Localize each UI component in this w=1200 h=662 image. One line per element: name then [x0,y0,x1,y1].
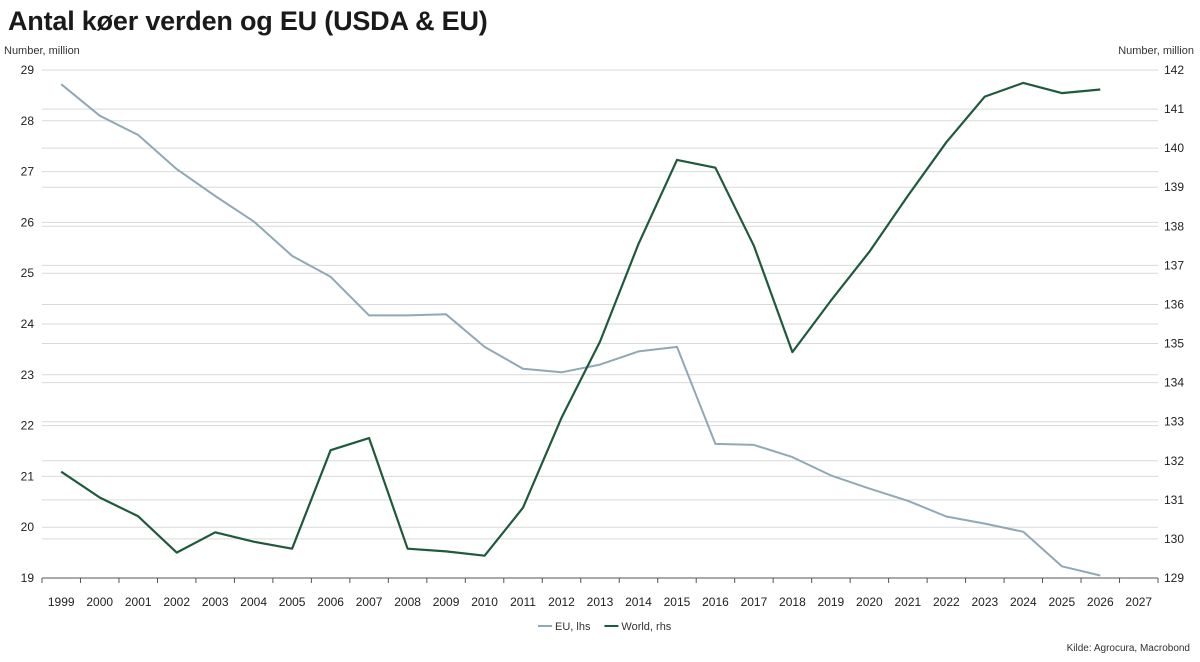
x-tick-label: 2024 [1010,595,1037,609]
x-tick-label: 2007 [356,595,383,609]
y-right-tick-label: 130 [1164,532,1184,546]
x-tick-label: 2006 [317,595,344,609]
series-line-world [60,81,1101,557]
y-left-tick-label: 24 [21,317,35,331]
x-tick-label: 2026 [1087,595,1114,609]
y-left-tick-label: 23 [21,368,35,382]
y-left-tick-label: 20 [21,520,35,534]
legend-label: World, rhs [621,621,671,633]
y-left-tick-label: 19 [21,571,35,585]
x-tick-label: 2005 [279,595,306,609]
y-left-tick-label: 22 [21,419,35,433]
y-left-tick-label: 29 [21,63,35,77]
x-tick-label: 2014 [625,595,652,609]
x-tick-label: 2025 [1048,595,1075,609]
y-left-tick-label: 28 [21,114,35,128]
y-right-tick-label: 134 [1164,376,1184,390]
source-note: Kilde: Agrocura, Macrobond [1066,643,1190,654]
x-tick-label: 2018 [779,595,806,609]
x-tick-label: 2020 [856,595,883,609]
x-tick-label: 2016 [702,595,729,609]
y-right-tick-label: 141 [1164,102,1184,116]
y-right-tick-label: 132 [1164,454,1184,468]
y-left-tick-label: 21 [21,469,35,483]
y-right-tick-label: 138 [1164,219,1184,233]
x-tick-label: 2001 [125,595,152,609]
chart-title: Antal køer verden og EU (USDA & EU) [8,6,488,36]
x-tick-label: 2010 [471,595,498,609]
x-tick-label: 2011 [510,595,536,609]
y-right-tick-label: 140 [1164,141,1184,155]
y-right-tick-label: 129 [1164,571,1184,585]
y-right-tick-label: 137 [1164,258,1184,272]
x-tick-label: 2019 [818,595,845,609]
x-tick-label: 2002 [163,595,190,609]
x-tick-label: 1999 [48,595,75,609]
left-axis-title: Number, million [4,45,80,57]
x-tick-label: 2017 [741,595,768,609]
y-right-tick-label: 136 [1164,297,1184,311]
y-left-tick-label: 27 [21,165,35,179]
y-right-tick-label: 133 [1164,415,1184,429]
x-tick-label: 2012 [548,595,575,609]
series-line-eu [60,83,1101,577]
y-left-tick-label: 25 [21,266,35,280]
y-right-tick-label: 135 [1164,337,1184,351]
x-tick-label: 2000 [86,595,113,609]
y-right-tick-label: 131 [1164,493,1184,507]
x-tick-label: 2027 [1125,595,1152,609]
x-tick-label: 2022 [933,595,960,609]
y-right-tick-label: 142 [1164,63,1184,77]
legend-label: EU, lhs [555,621,591,633]
x-tick-label: 2013 [587,595,614,609]
x-tick-label: 2004 [240,595,267,609]
x-tick-label: 2009 [433,595,460,609]
right-axis-title: Number, million [1118,45,1194,57]
x-tick-label: 2021 [895,595,922,609]
x-tick-label: 2003 [202,595,229,609]
y-right-tick-label: 139 [1164,180,1184,194]
x-tick-label: 2008 [394,595,421,609]
x-tick-label: 2015 [664,595,691,609]
x-tick-label: 2023 [971,595,998,609]
y-left-tick-label: 26 [21,215,35,229]
